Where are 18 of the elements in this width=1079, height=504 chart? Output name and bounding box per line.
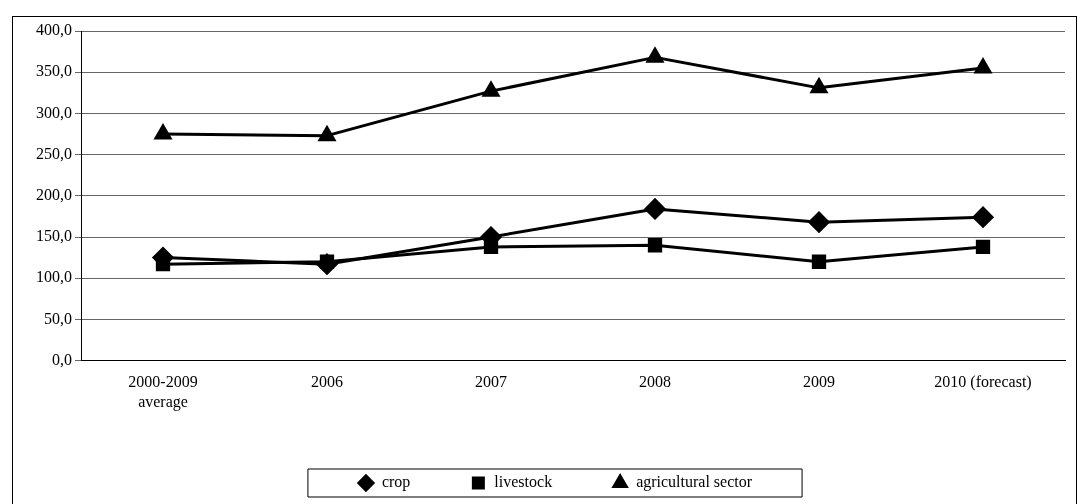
y-tick-label: 350,0 xyxy=(36,62,72,80)
y-tick-label: 300,0 xyxy=(36,103,72,121)
y-tick-label: 250,0 xyxy=(36,144,72,162)
x-tick-label: 2009 xyxy=(803,373,835,391)
x-tick-label: 2010 (forecast) xyxy=(934,373,1032,392)
x-tick-label: 2006 xyxy=(311,373,343,391)
y-tick-label: 50,0 xyxy=(44,309,72,327)
x-tick-label: 2000-2009 average xyxy=(128,373,198,411)
y-tick-label: 0,0 xyxy=(52,350,72,368)
x-tick-label: 2007 xyxy=(475,373,507,391)
y-tick-label: 100,0 xyxy=(36,268,72,286)
legend-label: livestock xyxy=(494,473,553,491)
y-tick-label: 400,0 xyxy=(36,21,72,39)
y-tick-label: 150,0 xyxy=(36,227,72,245)
y-tick-label: 200,0 xyxy=(36,186,72,203)
legend-label: crop xyxy=(381,473,411,492)
legend-label: agricultural sector xyxy=(636,473,753,492)
x-tick-label: 2008 xyxy=(639,373,671,391)
